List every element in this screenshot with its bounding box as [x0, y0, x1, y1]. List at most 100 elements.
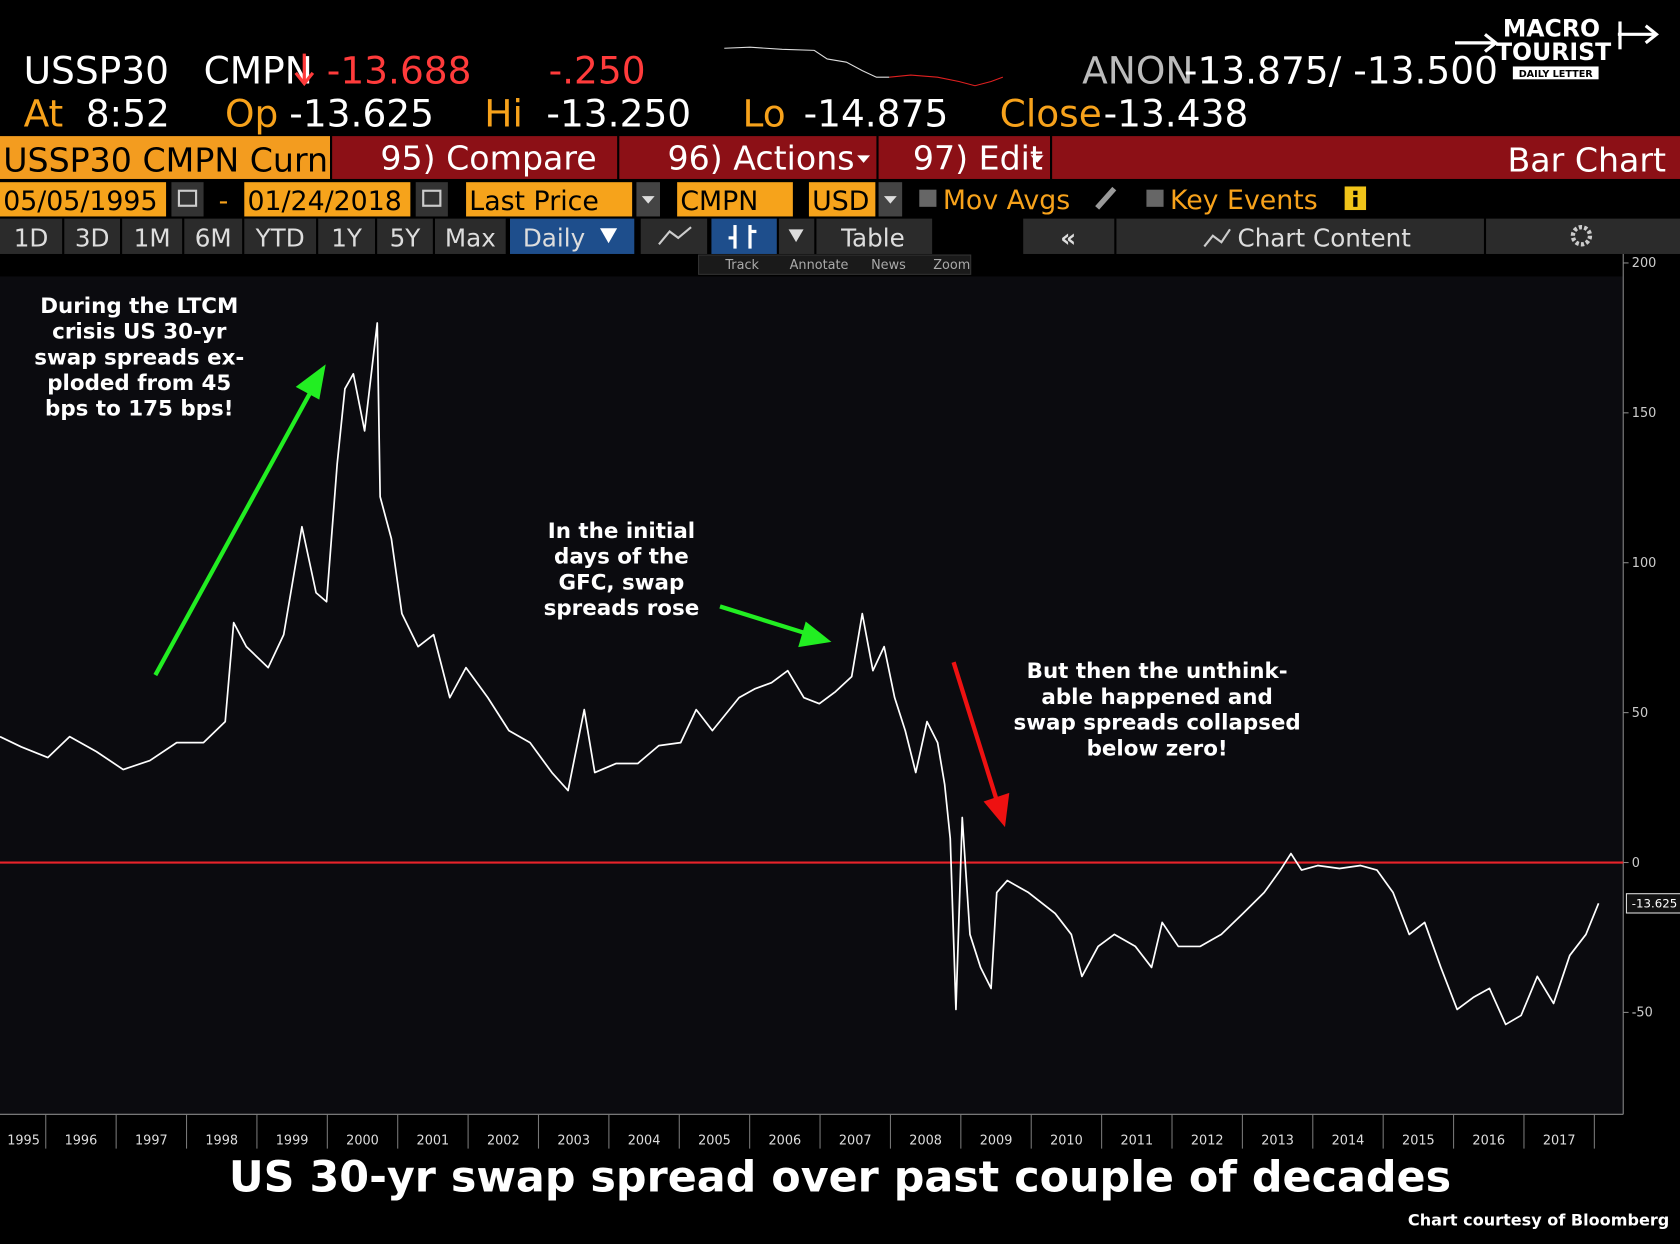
- net-change: -.250: [549, 49, 646, 93]
- x-tick-label: 2009: [980, 1133, 1013, 1148]
- menu-button[interactable]: [878, 136, 1050, 179]
- dropdown-arrow: [788, 229, 804, 243]
- checkbox[interactable]: [919, 189, 937, 207]
- x-tick-label: 2006: [769, 1133, 802, 1148]
- tool[interactable]: Annotate: [790, 258, 849, 273]
- date-field[interactable]: [244, 182, 411, 217]
- range-label: 1M: [134, 223, 171, 252]
- line-chart-button[interactable]: [640, 218, 708, 254]
- logo-text: TOURIST: [1496, 38, 1611, 66]
- y-tick-label: 200: [1632, 256, 1657, 271]
- y-tick-label: 100: [1632, 556, 1657, 571]
- plot: -50 0 50 100 150 200 1995 1996 1997 1998 1999 2000 2…: [0, 256, 1680, 1149]
- label: Lo: [743, 91, 786, 135]
- checkbox[interactable]: [1146, 189, 1164, 207]
- value: -13.438: [1104, 91, 1249, 135]
- tool[interactable]: Track: [724, 258, 759, 273]
- currency: USD: [812, 186, 869, 217]
- settings-button[interactable]: [1486, 218, 1680, 254]
- collapse-button[interactable]: [1023, 218, 1115, 254]
- slash: /: [1329, 49, 1342, 93]
- menu-button[interactable]: [332, 136, 618, 179]
- range-button[interactable]: [435, 218, 506, 254]
- range-button[interactable]: [318, 218, 375, 254]
- x-tick-label: 2013: [1261, 1133, 1294, 1148]
- label: Op: [225, 91, 278, 135]
- range-button[interactable]: [0, 218, 63, 254]
- chart-content-button[interactable]: [1116, 218, 1484, 254]
- range-label: YTD: [255, 223, 305, 252]
- title-bar: [1052, 136, 1680, 179]
- x-tick-label: 2000: [346, 1133, 379, 1148]
- chart-content-icon: [1203, 228, 1231, 248]
- currency-field[interactable]: [808, 182, 876, 217]
- menu-button[interactable]: [619, 136, 877, 179]
- range-label: 5Y: [390, 223, 422, 252]
- mov-avgs: Mov Avgs: [943, 185, 1070, 216]
- dropdown-arrow: [600, 228, 618, 244]
- pencil-icon[interactable]: [1095, 186, 1117, 210]
- toolbar: [698, 254, 972, 275]
- logo: MACRO TOURIST DAILY LETTER: [1455, 8, 1660, 84]
- annotation: In the initial: [548, 519, 695, 544]
- range-label: Max: [445, 223, 496, 252]
- period-button[interactable]: [510, 218, 635, 254]
- calendar-glyph: [422, 189, 442, 207]
- dropdown-arrow: [641, 196, 655, 204]
- field-select[interactable]: [466, 182, 633, 217]
- source: CMPN: [204, 49, 313, 93]
- sparkline-down: [889, 74, 1004, 87]
- annotation-arrow: [719, 604, 832, 648]
- range-button[interactable]: [64, 218, 120, 254]
- ask: -13.500: [1353, 49, 1498, 93]
- menu-label: 97) Edit: [913, 138, 1043, 177]
- end-date: 01/24/2018: [247, 186, 401, 217]
- label: Hi: [484, 91, 523, 135]
- value: 8:52: [86, 91, 170, 135]
- series-line: [0, 322, 1600, 1026]
- collapse-icon: «: [1060, 223, 1076, 252]
- calendar-glyph: [177, 189, 198, 207]
- start-date: 05/05/1995: [3, 186, 157, 217]
- value: -13.250: [546, 91, 691, 135]
- date-field[interactable]: [0, 182, 167, 217]
- x-tick-label: 2016: [1472, 1133, 1505, 1148]
- range-button[interactable]: [244, 218, 317, 254]
- down-arrow: [294, 53, 315, 87]
- annotation: able happened and: [1041, 685, 1272, 710]
- x-tick-label: 1996: [65, 1133, 98, 1148]
- annotation: crisis US 30-yr: [52, 320, 227, 345]
- annotation: bps to 175 bps!: [45, 397, 234, 422]
- bar-icon: [728, 225, 757, 249]
- annotation: spreads rose: [544, 596, 700, 621]
- bar-chart-button[interactable]: [711, 218, 777, 254]
- line-icon: [658, 226, 692, 246]
- annotation: below zero!: [1087, 736, 1228, 761]
- range-button[interactable]: [184, 218, 243, 254]
- menu-label: 95) Compare: [380, 138, 596, 177]
- x-tick-label: 2011: [1120, 1133, 1153, 1148]
- annotation: swap spreads collapsed: [1014, 711, 1301, 736]
- plot-area: [0, 276, 1624, 1115]
- range-label: 1D: [14, 223, 49, 252]
- x-tick-label: 2008: [909, 1133, 942, 1148]
- security-field[interactable]: [0, 136, 330, 179]
- calendar-icon[interactable]: [171, 182, 204, 217]
- range-button[interactable]: [122, 218, 183, 254]
- chart-content: Chart Content: [1238, 223, 1412, 252]
- tool[interactable]: Zoom: [933, 258, 970, 273]
- annotation: GFC, swap: [559, 570, 685, 595]
- dropdown-arrow: [883, 196, 897, 204]
- x-tick-label: 1995: [7, 1133, 40, 1148]
- table-button[interactable]: [816, 218, 933, 254]
- tool[interactable]: News: [871, 258, 906, 273]
- security: USSP30 CMPN Curnc: [3, 140, 346, 179]
- pricing-field[interactable]: [677, 182, 793, 217]
- chart-title: US 30-yr swap spread over past couple of…: [229, 1152, 1451, 1202]
- calendar-icon[interactable]: [415, 182, 448, 217]
- annotation: During the LTCM: [40, 294, 238, 319]
- range-button[interactable]: [377, 218, 433, 254]
- annotation-arrow: [951, 661, 1010, 828]
- ticker: USSP30: [24, 49, 169, 93]
